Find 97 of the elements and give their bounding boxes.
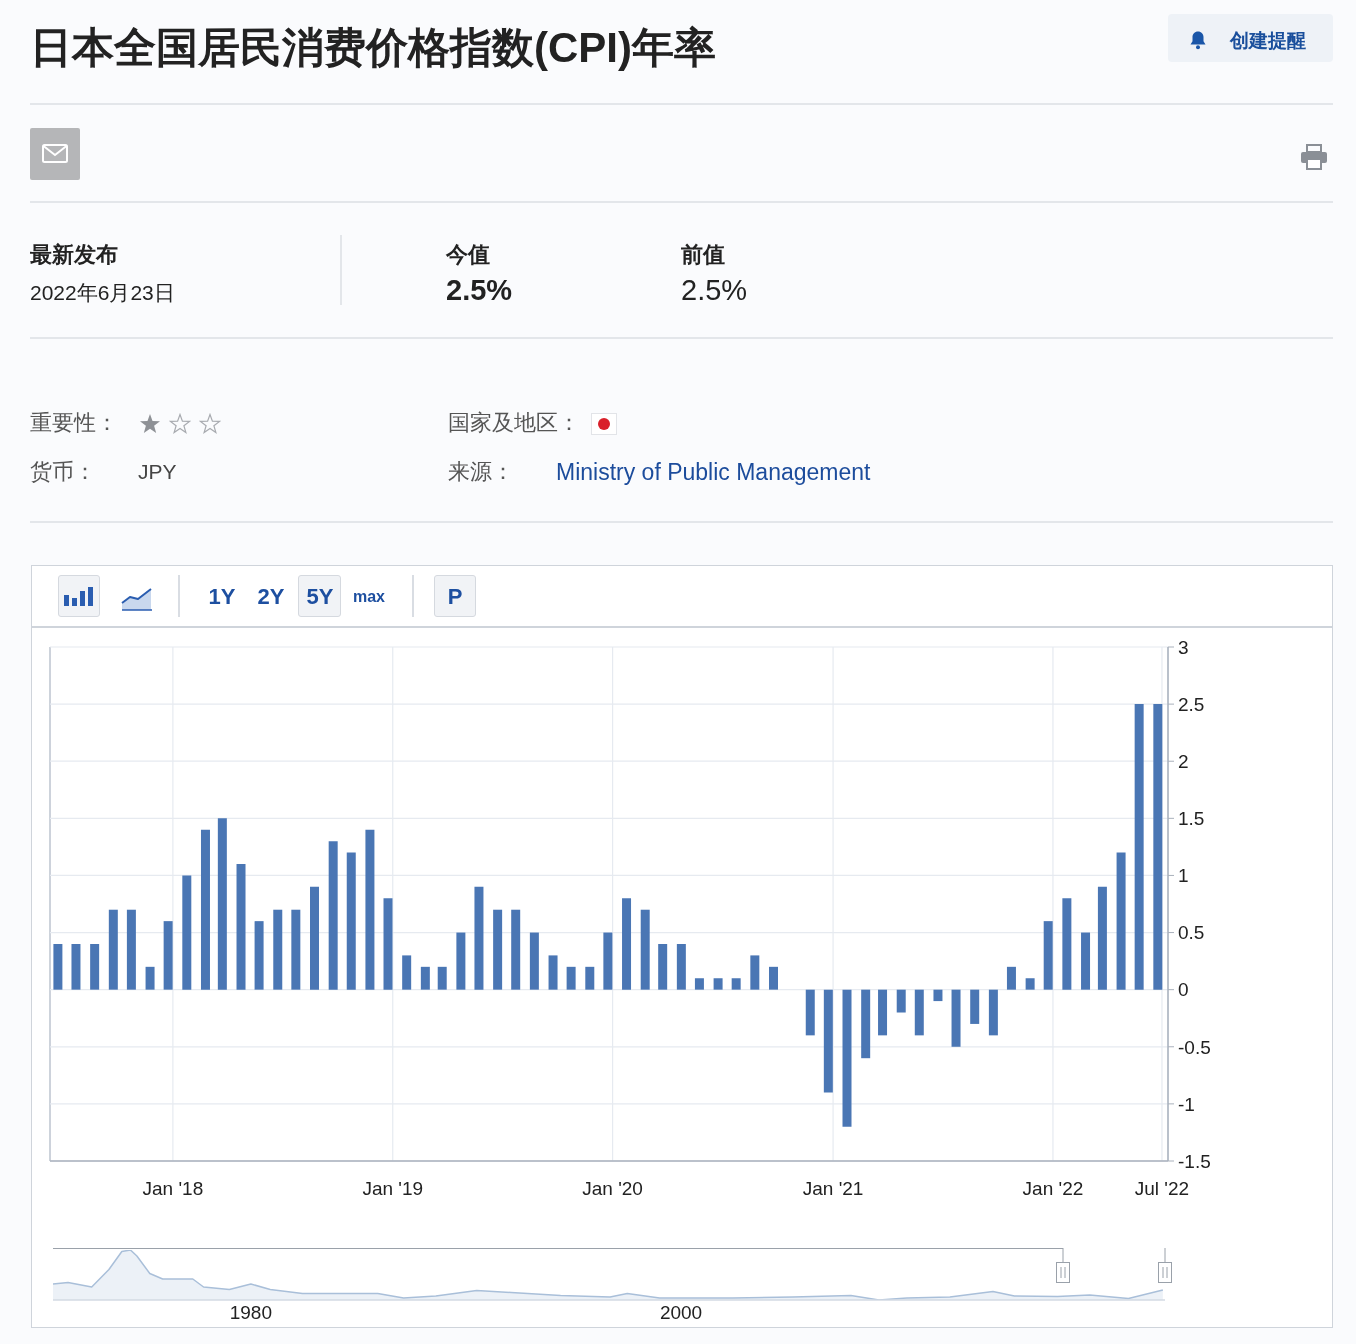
- bar: [1081, 932, 1091, 990]
- x-tick-label: Jul '22: [1134, 1178, 1190, 1200]
- bar: [310, 886, 320, 990]
- bar: [71, 943, 81, 990]
- text: 1Y: [208, 584, 236, 610]
- bar: [805, 989, 815, 1036]
- text: 2Y: [257, 584, 285, 610]
- bar: [548, 955, 558, 990]
- bar: [896, 989, 906, 1013]
- bar: [970, 989, 980, 1024]
- bar: [861, 989, 871, 1059]
- bar: [90, 943, 100, 990]
- bar: [383, 898, 393, 990]
- y-tick-label: 2: [1178, 750, 1189, 772]
- bar: [769, 966, 779, 990]
- bar: [933, 989, 943, 1002]
- bar: [273, 909, 283, 990]
- bar: [1153, 704, 1163, 990]
- bar: [365, 829, 375, 990]
- bar: [988, 989, 998, 1036]
- bar: [182, 875, 192, 990]
- bar: [511, 909, 521, 990]
- text: 前值: [681, 242, 725, 268]
- bar: [53, 943, 63, 990]
- bar: [842, 989, 852, 1127]
- bar: [1025, 978, 1035, 990]
- y-tick-label: 0: [1178, 979, 1189, 1001]
- bar: [914, 989, 924, 1036]
- y-tick-label: 1.5: [1178, 808, 1205, 830]
- bar: [420, 966, 430, 990]
- bar: [126, 909, 136, 990]
- x-tick-label: Jan '20: [582, 1178, 643, 1200]
- bar: [200, 829, 210, 990]
- bar: [676, 943, 686, 990]
- y-tick-label: -0.5: [1178, 1036, 1211, 1058]
- bar: [951, 989, 961, 1047]
- bar: [878, 989, 888, 1036]
- bar: [694, 978, 704, 990]
- text: 2022年6月23日: [30, 280, 175, 306]
- x-tick-label: 2000: [659, 1302, 703, 1324]
- text: 国家及地区：: [448, 410, 580, 436]
- x-tick-label: Jan '18: [142, 1178, 204, 1200]
- bar: [145, 966, 155, 990]
- x-tick-label: 1980: [229, 1302, 273, 1324]
- bar: [1116, 852, 1126, 990]
- bar: [437, 966, 447, 990]
- bar: [750, 955, 760, 990]
- text: P: [447, 584, 463, 610]
- x-tick-label: Jan '21: [802, 1178, 864, 1200]
- bar: [217, 818, 227, 990]
- text: max: [352, 587, 386, 607]
- y-tick-label: 1: [1178, 865, 1189, 887]
- y-tick-label: 3: [1178, 636, 1189, 658]
- bar: [566, 966, 576, 990]
- bar: [493, 909, 503, 990]
- bar: [291, 909, 301, 990]
- chart-title: 日本全国居民消费价格指数(CPI)年率: [30, 23, 716, 73]
- bar: [640, 909, 650, 990]
- bar: [402, 955, 412, 990]
- bar: [603, 932, 613, 990]
- bar: [622, 898, 632, 990]
- source-note: 来源：: [448, 459, 514, 485]
- bar: [529, 932, 539, 990]
- y-tick-label: 2.5: [1178, 693, 1205, 715]
- text: 创建提醒: [1230, 30, 1306, 52]
- text: 最新发布: [30, 242, 118, 268]
- bar: [108, 909, 118, 990]
- text: 2.5%: [446, 274, 513, 308]
- y-tick-label: 0.5: [1178, 922, 1205, 944]
- x-tick-label: Jan '19: [362, 1178, 424, 1200]
- text: 5Y: [306, 584, 334, 610]
- text: JPY: [138, 459, 177, 485]
- bar: [474, 886, 484, 990]
- bar: [163, 921, 173, 990]
- bar: [713, 978, 723, 990]
- text: Ministry of Public Management: [556, 458, 871, 486]
- bar: [585, 966, 595, 990]
- bar: [1134, 704, 1144, 990]
- bar: [254, 921, 264, 990]
- bar: [1043, 921, 1053, 990]
- text: 货币：: [30, 459, 96, 485]
- bar: [1062, 898, 1072, 990]
- bar: [731, 978, 741, 990]
- bar: [328, 841, 338, 990]
- bar: [456, 932, 466, 990]
- bar: [1006, 966, 1016, 990]
- bar: [236, 864, 246, 990]
- text: 重要性：: [30, 410, 118, 436]
- bar: [823, 989, 833, 1093]
- bar: [658, 943, 668, 990]
- text: 今值: [446, 242, 490, 268]
- y-tick-label: -1.5: [1178, 1150, 1211, 1172]
- x-tick-label: Jan '22: [1022, 1178, 1084, 1200]
- bar: [346, 852, 356, 990]
- text: 2.5%: [681, 274, 748, 308]
- bar: [1097, 886, 1107, 990]
- y-tick-label: -1: [1178, 1093, 1195, 1115]
